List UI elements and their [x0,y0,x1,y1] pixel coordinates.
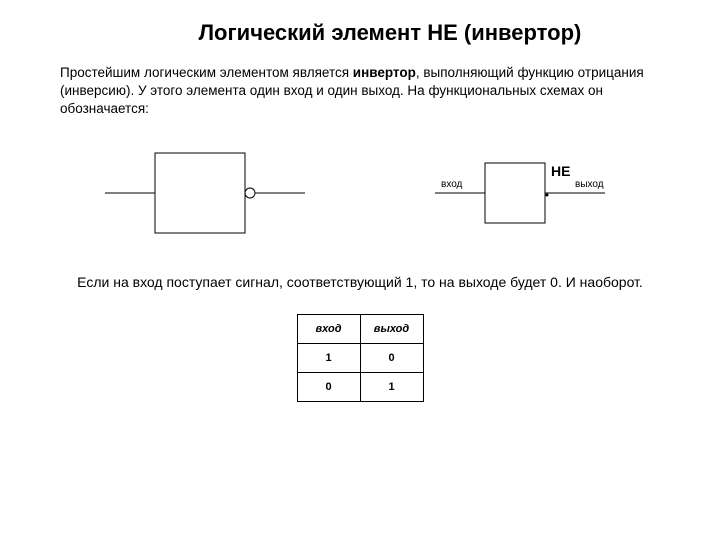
left-negation-bubble [245,188,255,198]
right-gate-label: НЕ [551,163,570,179]
inverter-symbol-right: вход НЕ выход [405,133,625,253]
intro-part-1: Простейшим логическим элементом является [60,65,353,80]
truth-table: вход выход 1 0 0 1 [297,314,424,402]
col-input: вход [297,314,360,343]
cell: 1 [360,372,423,401]
intro-paragraph: Простейшим логическим элементом является… [60,64,660,119]
right-in-label: вход [441,179,462,190]
table-row: 0 1 [297,372,423,401]
cell: 1 [297,343,360,372]
cell: 0 [297,372,360,401]
col-output: выход [360,314,423,343]
inverter-symbol-left [95,133,315,253]
diagram-row: вход НЕ выход [60,133,660,253]
behavior-text: Если на вход поступает сигнал, соответст… [70,273,650,292]
right-out-dot [546,193,549,196]
table-row: 1 0 [297,343,423,372]
intro-term: инвертор [353,65,416,80]
right-gate-box [485,163,545,223]
right-out-label: выход [575,179,604,190]
left-gate-box [155,153,245,233]
cell: 0 [360,343,423,372]
page-title: Логический элемент НЕ (инвертор) [120,20,660,46]
